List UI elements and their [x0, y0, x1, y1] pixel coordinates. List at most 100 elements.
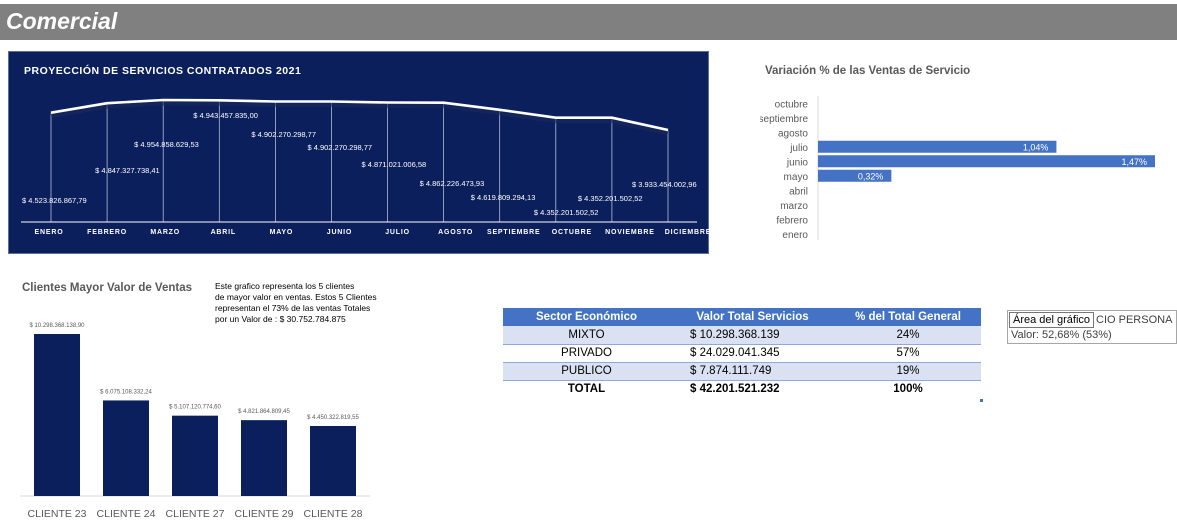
bar	[103, 400, 149, 496]
x-tick-label: MARZO	[150, 229, 180, 236]
x-tick-label: ENERO	[35, 229, 64, 236]
x-tick-label: CLIENTE 28	[304, 508, 363, 520]
x-tick-label: ABRIL	[211, 229, 236, 236]
x-tick-label: OCTUBRE	[552, 229, 592, 236]
cell-sector[interactable]: PRIVADO	[503, 344, 670, 363]
hidden-series-label: CIO PERSONA	[1096, 314, 1173, 326]
data-label: $ 4.352.201.502,52	[534, 208, 599, 217]
data-label: $ 6.075.108.332,24	[100, 389, 152, 395]
x-tick-label: CLIENTE 27	[166, 508, 225, 520]
sector-table-container[interactable]: Sector Económico Valor Total Servicios %…	[503, 308, 983, 402]
data-label: $ 4.862.226.473,93	[420, 179, 485, 188]
data-label: $ 4.847.327.738,41	[95, 166, 160, 175]
table-resize-handle[interactable]	[980, 399, 983, 402]
column-header-percent[interactable]: % del Total General	[835, 308, 981, 326]
data-label: $ 4.619.809.294,13	[471, 193, 536, 202]
series-value-label: Valor: 52,68% (53%)	[1011, 329, 1112, 341]
y-tick-label: mayo	[784, 172, 809, 183]
cell-sector[interactable]: PUBLICO	[503, 362, 670, 381]
x-tick-label: SEPTIEMBRE	[487, 229, 541, 236]
bar	[241, 420, 287, 496]
data-label: 1,04%	[1023, 142, 1049, 152]
data-label: $ 4.523.826.867,79	[22, 196, 87, 205]
table-row: MIXTO $ 10.298.368.139 24%	[503, 326, 981, 345]
x-tick-label: MAYO	[270, 229, 294, 236]
projection-chart-svg: $ 4.523.826.867,79 $ 4.847.327.738,41 $ 4.…	[21, 98, 710, 236]
header-bar: Comercial	[0, 4, 1177, 40]
x-tick-label: NOVIEMBRE	[605, 229, 655, 236]
x-tick-label: JULIO	[385, 229, 410, 236]
page-title: Comercial	[6, 8, 118, 34]
data-label: 0,32%	[858, 171, 884, 181]
variation-bar-chart[interactable]: Variación % de las Ventas de Servicio oc…	[760, 60, 1170, 250]
column-header-sector[interactable]: Sector Económico	[503, 308, 670, 326]
data-label: $ 4.902.270.298,77	[307, 143, 372, 152]
table-header-row: Sector Económico Valor Total Servicios %…	[503, 308, 981, 326]
data-label: $ 4.871.021.006,58	[362, 160, 427, 169]
x-tick-label: DICIEMBRE	[665, 229, 710, 236]
cell-value[interactable]: $ 10.298.368.139	[670, 326, 835, 345]
x-tick-label: FEBRERO	[87, 229, 127, 236]
x-tick-label: AGOSTO	[438, 229, 473, 236]
cell-total-percent[interactable]: 100%	[835, 379, 981, 398]
cell-percent[interactable]: 24%	[835, 326, 981, 345]
data-label: $ 4.450.322.819,55	[307, 415, 359, 421]
chart-area-tooltip: Área del gráfico	[1009, 312, 1095, 328]
data-label: $ 4.352.201.502,52	[578, 194, 643, 203]
data-label: $ 4.954.858.629,53	[134, 140, 199, 149]
table-row: PRIVADO $ 24.029.041.345 57%	[503, 344, 981, 363]
x-tick-label: CLIENTE 24	[97, 508, 156, 520]
cell-total-label[interactable]: TOTAL	[503, 379, 670, 398]
data-label: $ 4.943.457.835,00	[193, 111, 258, 120]
chart-data-label-popup: CIO PERSONA Valor: 52,68% (53%) Área del…	[1007, 310, 1177, 344]
variation-chart-svg: octubre septiembre agosto julio 1,04% junio 1,…	[760, 96, 1155, 241]
variation-chart-title: Variación % de las Ventas de Servicio	[765, 65, 971, 77]
data-label: $ 4.821.864.809,45	[238, 409, 290, 415]
cell-value[interactable]: $ 24.029.041.345	[670, 344, 835, 363]
bar	[818, 169, 892, 182]
y-tick-label: octubre	[775, 99, 809, 110]
y-tick-label: agosto	[778, 128, 808, 139]
data-label: $ 5.107.120.774,60	[169, 405, 221, 411]
clients-chart-title: Clientes Mayor Valor de Ventas	[22, 282, 193, 294]
series-line-shadow	[50, 100, 669, 136]
y-tick-label: febrero	[776, 215, 808, 226]
y-tick-label: enero	[782, 230, 808, 241]
bar	[172, 415, 218, 496]
cell-percent[interactable]: 19%	[835, 362, 981, 381]
bar	[818, 140, 1057, 153]
clients-bar-chart[interactable]: Clientes Mayor Valor de Ventas $ 10.298.…	[14, 275, 384, 524]
cell-value[interactable]: $ 7.874.111.749	[670, 362, 835, 381]
note-line: representan el 73% de las ventas Totales	[215, 303, 371, 313]
x-tick-label: JUNIO	[327, 229, 352, 236]
note-line: de mayor valor en ventas. Estos 5 Client…	[215, 292, 377, 302]
series-line	[50, 98, 669, 132]
projection-line-chart[interactable]: PROYECCIÓN DE SERVICIOS CONTRATADOS 2021…	[8, 51, 710, 254]
table-row: PUBLICO $ 7.874.111.749 19%	[503, 362, 981, 381]
bar	[818, 155, 1155, 168]
x-tick-label: CLIENTE 23	[28, 508, 87, 520]
note-line: Este grafico representa los 5 clientes	[215, 281, 355, 291]
data-label: $ 10.298.368.138,90	[29, 323, 85, 329]
cell-sector[interactable]: MIXTO	[503, 326, 670, 345]
projection-chart-title: PROYECCIÓN DE SERVICIOS CONTRATADOS 2021	[24, 65, 302, 77]
clients-chart-svg: $ 10.298.368.138,90 CLIENTE 23 $ 6.075.108…	[20, 323, 370, 520]
data-label: 1,47%	[1121, 157, 1147, 167]
y-tick-label: julio	[789, 143, 808, 154]
y-tick-label: junio	[786, 157, 809, 168]
sector-table: Sector Económico Valor Total Servicios %…	[503, 308, 981, 398]
cell-percent[interactable]: 57%	[835, 344, 981, 363]
bar	[34, 334, 80, 496]
data-label: $ 4.902.270.298,77	[251, 130, 316, 139]
column-header-value[interactable]: Valor Total Servicios	[670, 308, 835, 326]
note-line: por un Valor de : $ 30.752.784.875	[215, 314, 346, 324]
table-total-row: TOTAL $ 42.201.521.232 100%	[503, 379, 981, 398]
data-label: $ 3.933.454.002,96	[632, 180, 697, 189]
y-tick-label: abril	[789, 186, 808, 197]
bar	[310, 425, 356, 496]
clients-note: Este grafico representa los 5 clientes d…	[215, 281, 400, 325]
x-tick-label: CLIENTE 29	[235, 508, 294, 520]
y-tick-label: marzo	[780, 201, 808, 212]
y-tick-label: septiembre	[760, 114, 808, 125]
cell-total-value[interactable]: $ 42.201.521.232	[670, 379, 835, 398]
